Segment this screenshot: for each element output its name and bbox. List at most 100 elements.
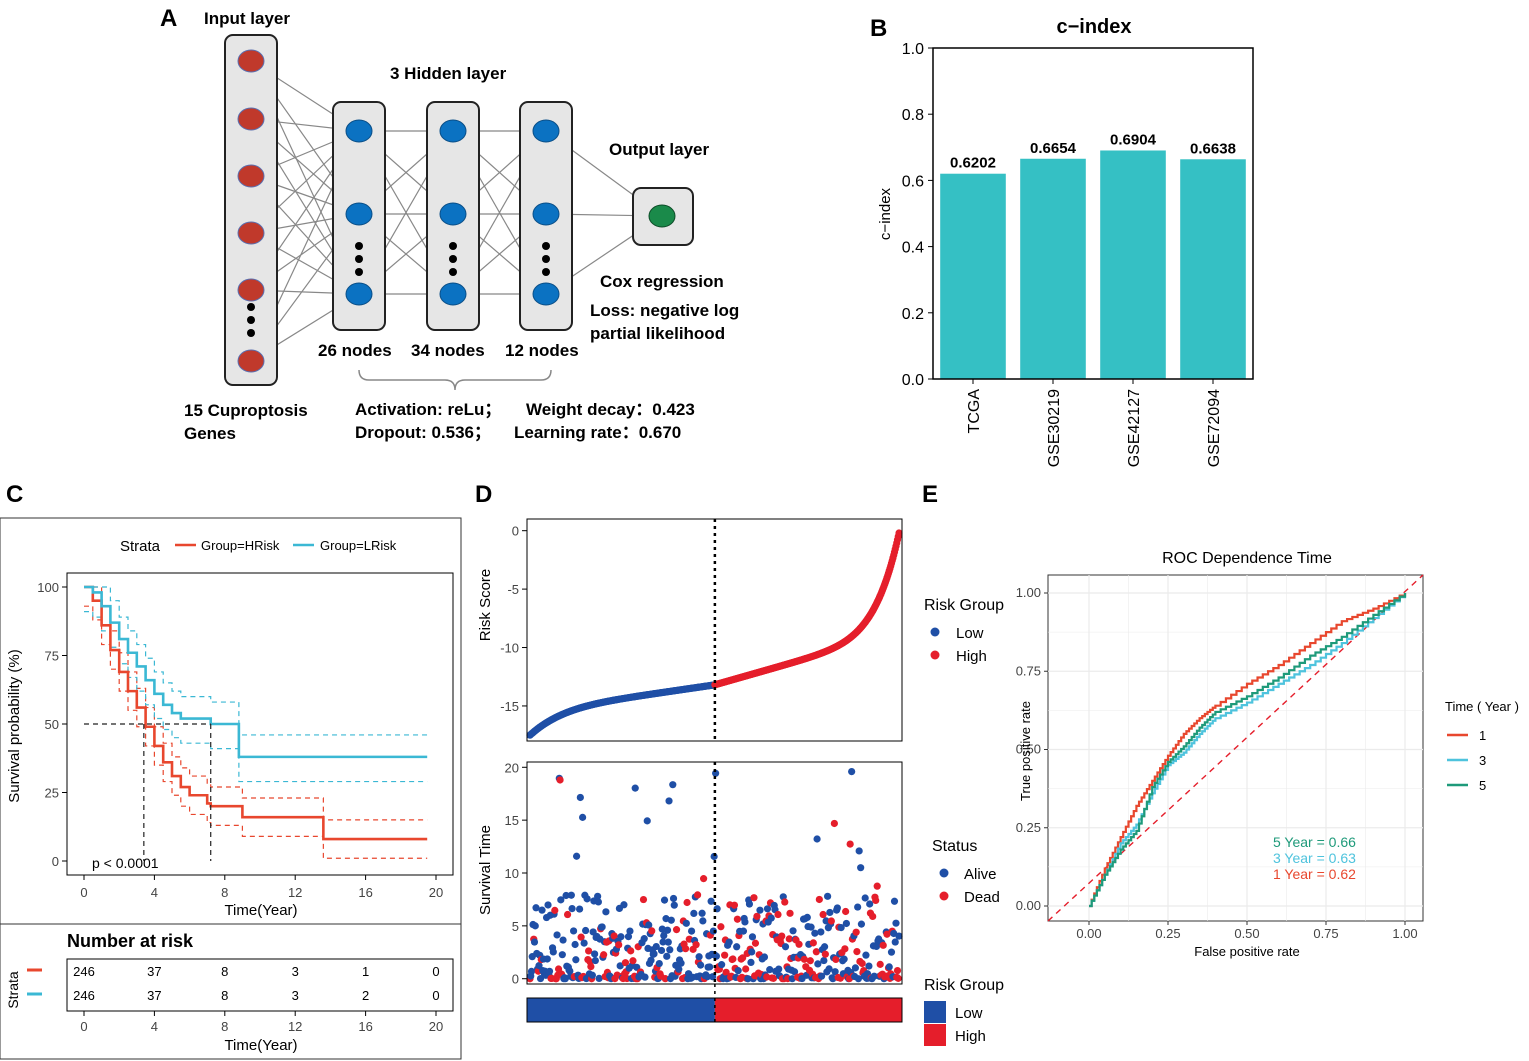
survival-time-point xyxy=(774,910,782,919)
hidden-1-nodes-label: 26 nodes xyxy=(318,341,392,360)
p-value-label: p < 0.0001 xyxy=(92,855,159,871)
survival-time-point xyxy=(729,955,737,963)
survival-xtick-label: 8 xyxy=(221,885,228,900)
survival-time-point xyxy=(894,974,902,982)
auc-5year: 5 Year = 0.66 xyxy=(1273,834,1356,850)
survival-time-point xyxy=(631,784,639,792)
panel-a-network-diagram: A Input layer 3 Hidden layer Output laye… xyxy=(160,5,739,443)
survival-time-point xyxy=(854,975,863,983)
survival-time-point xyxy=(733,943,741,951)
survival-time-point xyxy=(895,932,903,940)
survival-time-point xyxy=(750,894,758,902)
survival-time-point xyxy=(870,972,878,980)
survival-time-point xyxy=(830,819,838,828)
status-legend-title: Status xyxy=(932,838,977,855)
survival-xtick-label: 16 xyxy=(358,885,372,900)
hidden-layers-brace xyxy=(358,369,552,391)
survival-xlabel: Time(Year) xyxy=(224,902,297,919)
survival-time-point xyxy=(892,919,900,927)
roc-plot: 0.00 0.25 0.50 0.75 1.00 0.00 0.25 0.50 0.75 1.00 xyxy=(1016,574,1424,941)
chart-b-ytick-label: 0.2 xyxy=(902,306,924,323)
survival-time-point xyxy=(748,948,756,956)
survival-time-point xyxy=(551,906,559,914)
panel-b-cindex-chart: B c−index c−index 0.0 0.2 0.4 0.6 0.8 1.0 0.62… xyxy=(870,15,1254,467)
survival-time-point xyxy=(852,928,860,936)
survival-time-point xyxy=(872,942,881,951)
survival-ci-upper xyxy=(84,586,428,821)
survival-time-point xyxy=(557,896,565,904)
chart-b-bar xyxy=(1180,159,1246,379)
input-node xyxy=(237,107,265,131)
dropout-label: Dropout: 0.536； xyxy=(355,423,491,442)
survival-time-point xyxy=(659,938,667,946)
survival-time-point xyxy=(876,960,884,968)
survival-time-point xyxy=(650,950,658,958)
risk-legend-high-dot xyxy=(930,650,940,660)
survival-time-point xyxy=(641,973,649,981)
survival-time-point xyxy=(795,940,803,948)
chart-b-title: c−index xyxy=(1056,16,1131,38)
survival-ytick-label: 50 xyxy=(45,717,59,732)
survival-time-ytick-label: 10 xyxy=(505,866,519,881)
survival-time-point xyxy=(760,953,769,961)
chart-b-xtick-label: TCGA xyxy=(966,389,983,434)
survival-time-point xyxy=(893,966,902,975)
survival-time-point xyxy=(730,901,739,909)
survival-xtick-label: 12 xyxy=(288,885,302,900)
survival-time-point xyxy=(531,922,539,930)
survival-time-point xyxy=(815,895,823,904)
survival-time-point xyxy=(587,963,595,971)
risk-table-hrisk-count: 3 xyxy=(292,964,299,979)
ellipsis-dot xyxy=(247,303,255,311)
survival-time-point xyxy=(706,963,714,971)
survival-time-point xyxy=(647,956,655,964)
auc-3year: 3 Year = 0.63 xyxy=(1273,850,1356,866)
survival-time-point xyxy=(595,974,603,982)
survival-time-point xyxy=(747,958,755,966)
survival-time-point xyxy=(615,941,623,949)
survival-time-point xyxy=(817,972,826,980)
survival-time-point xyxy=(827,917,835,925)
risk-table-xtick-label: 12 xyxy=(288,1019,302,1034)
roc-ylabel: True positive rate xyxy=(1018,701,1033,801)
risk-table-hrisk-count: 0 xyxy=(432,964,439,979)
survival-time-point xyxy=(687,927,696,935)
survival-time-point xyxy=(588,971,596,979)
survival-time-point xyxy=(846,840,854,848)
survival-time-point xyxy=(591,956,599,965)
panel-e-roc: E ROC Dependence Time 0.00 0.25 0.50 0.75 1.… xyxy=(922,481,1519,959)
survival-time-point xyxy=(672,926,681,934)
survival-time-point xyxy=(568,904,576,913)
survival-time-point xyxy=(826,908,834,917)
risk-table-frame xyxy=(66,958,454,1012)
survival-time-point xyxy=(583,895,591,903)
survival-time-point xyxy=(598,923,606,931)
survival-time-point xyxy=(594,892,602,900)
survival-time-point xyxy=(885,963,893,971)
bar-legend-low: Low xyxy=(955,1005,983,1022)
survival-time-point xyxy=(887,948,896,956)
survival-time-point xyxy=(669,894,678,903)
output-layer-title: Output layer xyxy=(609,140,710,159)
panel-d-risk-plots: D Risk Score Survival Time 0 -5 -10 -15 0 5 10… xyxy=(475,481,1004,1046)
chart-b-value-label: 0.6654 xyxy=(1030,140,1077,157)
survival-time-point xyxy=(572,956,580,964)
loss-label-line2: partial likelihood xyxy=(590,324,725,343)
roc-xtick-label: 1.00 xyxy=(1392,926,1417,941)
survival-time-point xyxy=(585,947,593,955)
survival-time-point xyxy=(858,959,866,968)
chart-b-ytick-label: 1.0 xyxy=(902,41,924,58)
roc-ytick-label: 1.00 xyxy=(1016,585,1041,600)
ellipsis-dot xyxy=(355,255,363,263)
survival-time-point xyxy=(664,938,672,946)
survival-time-point xyxy=(842,907,850,916)
survival-time-point xyxy=(693,891,702,899)
survival-time-point xyxy=(692,941,700,949)
survival-time-point xyxy=(824,892,832,900)
risk-score-ytick-label: 0 xyxy=(512,524,519,539)
cox-regression-label: Cox regression xyxy=(600,272,724,291)
survival-time-point xyxy=(545,967,554,975)
input-node xyxy=(237,221,265,245)
